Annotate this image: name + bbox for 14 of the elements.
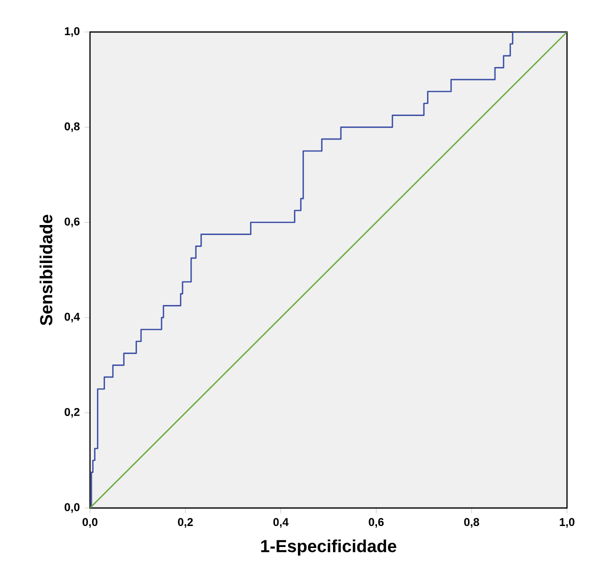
x-tick-label: 1,0	[560, 518, 574, 528]
x-tick-label: 0,2	[178, 518, 193, 528]
y-tick-label: 0,8	[64, 122, 80, 132]
x-tick-label: 0,8	[464, 518, 480, 528]
y-axis-title: Sensibilidade	[40, 214, 52, 326]
x-axis-title: 1-Especificidade	[261, 540, 396, 556]
y-tick-label: 0,4	[64, 312, 80, 322]
x-tick-label: 0,6	[368, 518, 384, 528]
x-tick-label: 0,0	[82, 518, 98, 528]
y-tick-label: 0,2	[64, 408, 80, 418]
y-tick-label: 0,6	[64, 218, 80, 228]
y-tick-label: 0,0	[64, 503, 80, 513]
y-tick-label: 1,0	[64, 27, 80, 37]
x-tick-label: 0,4	[273, 518, 289, 528]
